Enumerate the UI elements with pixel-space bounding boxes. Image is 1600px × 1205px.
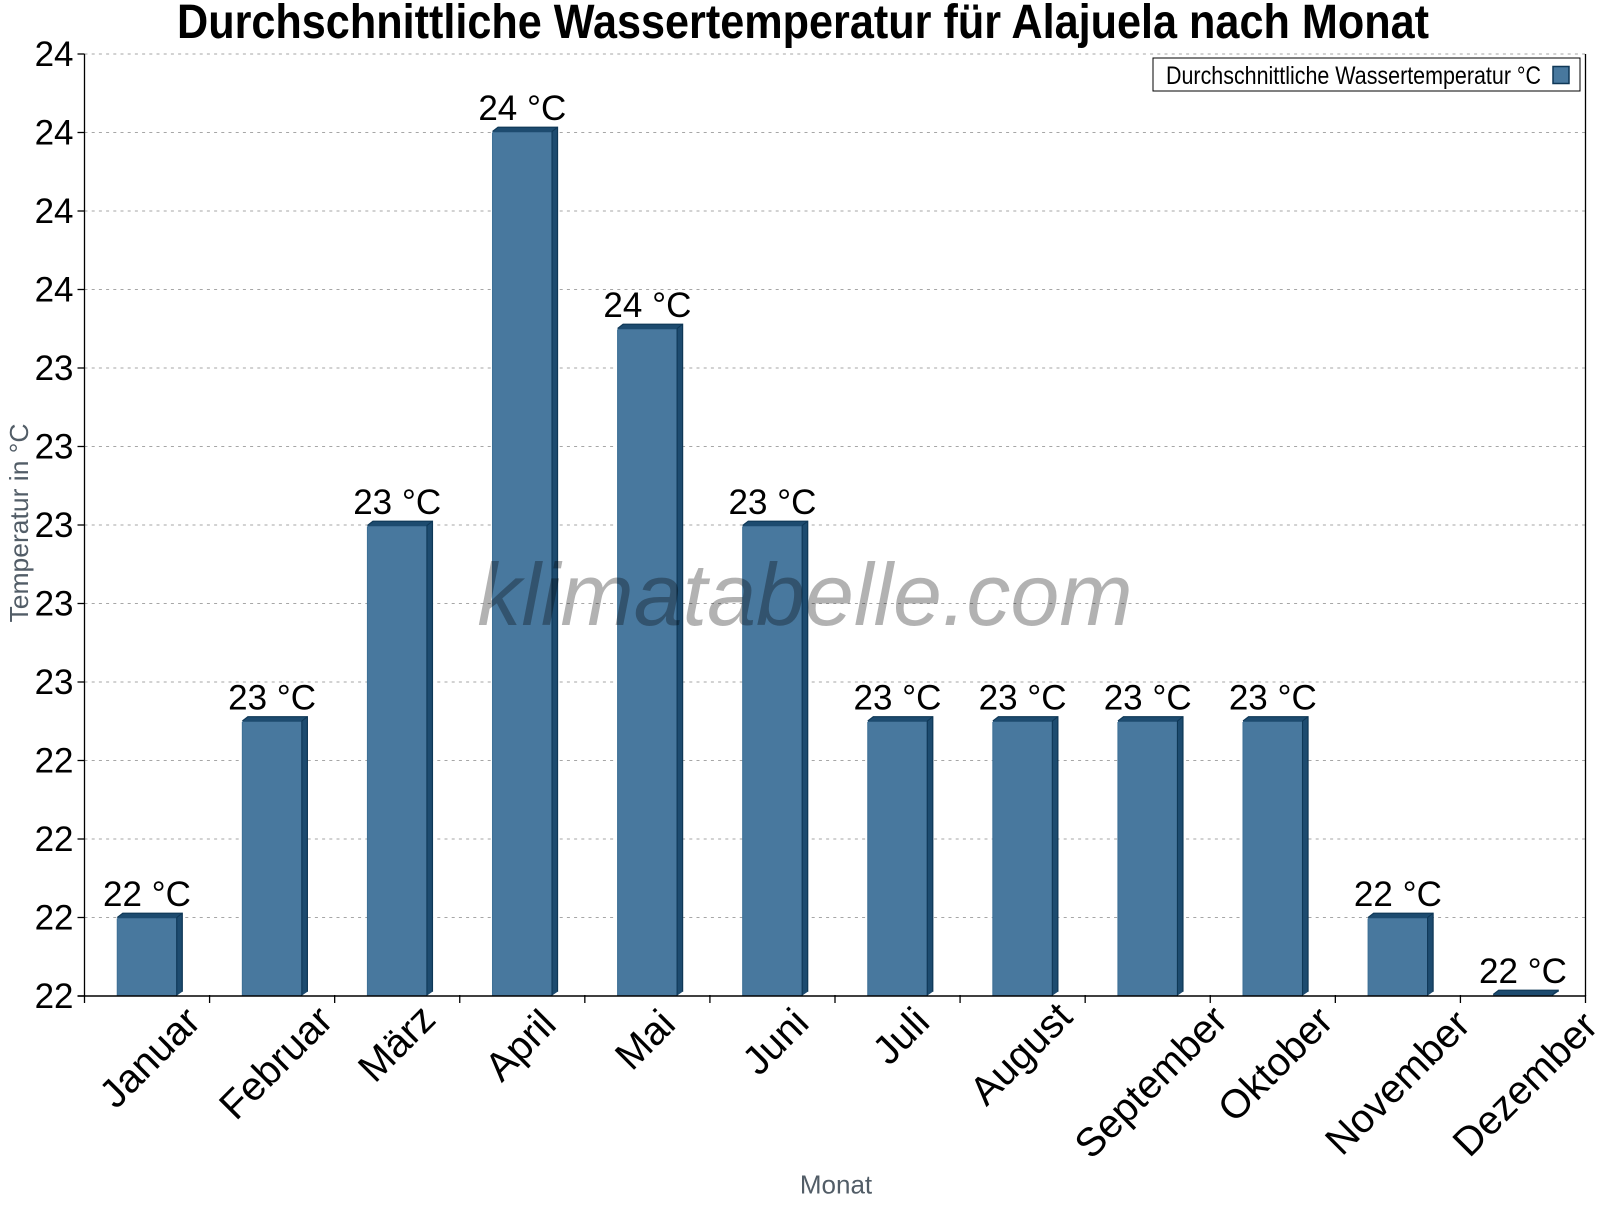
- svg-text:24: 24: [35, 271, 74, 310]
- svg-text:23 °C: 23 °C: [1104, 679, 1192, 718]
- svg-text:klimatabelle.com: klimatabelle.com: [477, 545, 1132, 644]
- svg-text:Durchschnittliche Wassertemper: Durchschnittliche Wassertemperatur °C: [1166, 62, 1541, 90]
- svg-text:23: 23: [35, 428, 74, 467]
- svg-text:24 °C: 24 °C: [603, 286, 691, 325]
- svg-text:23: 23: [35, 585, 74, 624]
- svg-text:Durchschnittliche Wassertemper: Durchschnittliche Wassertemperatur für A…: [177, 0, 1429, 49]
- svg-text:Monat: Monat: [800, 1170, 873, 1200]
- svg-text:Temperatur in °C: Temperatur in °C: [4, 424, 34, 623]
- svg-text:23: 23: [35, 663, 74, 702]
- svg-text:22: 22: [35, 742, 74, 781]
- svg-text:24: 24: [35, 35, 74, 74]
- svg-text:24: 24: [35, 114, 74, 153]
- svg-text:23 °C: 23 °C: [854, 679, 942, 718]
- svg-text:23 °C: 23 °C: [1229, 679, 1317, 718]
- svg-text:23: 23: [35, 349, 74, 388]
- svg-text:24 °C: 24 °C: [478, 89, 566, 128]
- svg-text:22 °C: 22 °C: [103, 875, 191, 914]
- svg-text:22 °C: 22 °C: [1479, 952, 1567, 991]
- svg-text:23 °C: 23 °C: [729, 483, 817, 522]
- svg-text:23: 23: [35, 506, 74, 545]
- svg-text:22: 22: [35, 977, 74, 1016]
- svg-text:23 °C: 23 °C: [228, 679, 316, 718]
- svg-text:23 °C: 23 °C: [979, 679, 1067, 718]
- svg-text:22: 22: [35, 820, 74, 859]
- svg-text:23 °C: 23 °C: [353, 483, 441, 522]
- svg-text:24: 24: [35, 192, 74, 231]
- svg-text:22: 22: [35, 899, 74, 938]
- svg-text:22 °C: 22 °C: [1354, 875, 1442, 914]
